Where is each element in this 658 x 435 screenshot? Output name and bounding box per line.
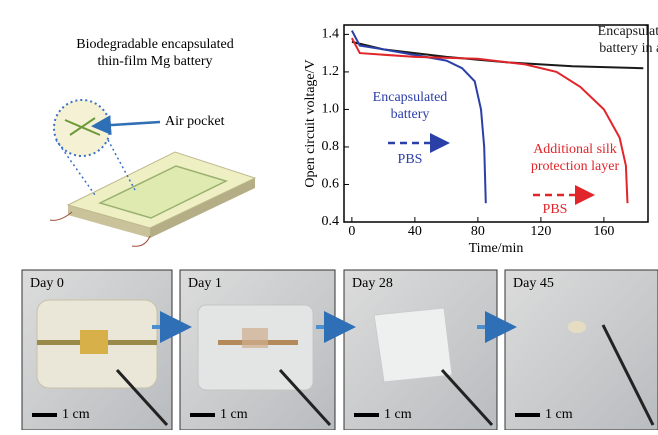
sample — [568, 321, 586, 333]
annotation: protection layer — [531, 159, 620, 174]
annotation: battery in air — [599, 41, 658, 56]
annotation: Additional silk — [533, 142, 617, 157]
callout-label: Air pocket — [165, 114, 225, 129]
y-tick-label: 0.8 — [322, 139, 340, 154]
sample — [373, 307, 453, 383]
electrode — [80, 330, 108, 354]
chart: 0.4 0.6 0.8 1.0 1.2 1.4 0 40 80 120 160 Time/min Ope… — [303, 24, 658, 256]
annotation: PBS — [398, 152, 423, 167]
photo — [504, 269, 658, 431]
scale-label: 1 cm — [62, 407, 90, 422]
y-tick-label: 0.4 — [322, 214, 340, 229]
y-tick-label: 0.6 — [322, 177, 340, 192]
annotation: Encapsulated — [598, 24, 658, 39]
schematic-title: Biodegradable encapsulated — [76, 37, 233, 52]
photo-label: Day 28 — [352, 276, 393, 291]
plot-frame — [343, 24, 649, 223]
callout-arrow — [91, 115, 161, 136]
x-tick-label: 0 — [348, 224, 355, 239]
schematic-title: thin-film Mg battery — [97, 54, 212, 69]
photo-label: Day 1 — [188, 276, 222, 291]
data-line — [351, 30, 487, 204]
y-axis-label: Open circuit voltage/V — [303, 59, 318, 187]
wire — [49, 211, 151, 247]
y-tick-label: 1.4 — [322, 27, 340, 42]
x-tick-label: 120 — [530, 224, 551, 239]
scale-label: 1 cm — [545, 407, 573, 422]
schematic: Biodegradable encapsulated thin-film Mg … — [49, 37, 257, 247]
tweezers — [601, 324, 655, 426]
tweezers — [278, 368, 332, 427]
tweezers — [115, 368, 169, 427]
photo-row: Day 0 1 cm Day 1 1 cm Day 28 1 cm Day 45 1 cm — [21, 269, 658, 431]
y-tick-label: 1.2 — [322, 64, 340, 79]
scale-label: 1 cm — [220, 407, 248, 422]
x-tick-label: 80 — [471, 224, 485, 239]
data-line — [351, 37, 629, 204]
annotation: PBS — [543, 202, 568, 217]
annotation: battery — [391, 107, 430, 122]
photo-label: Day 0 — [30, 276, 64, 291]
scale-label: 1 cm — [384, 407, 412, 422]
electrode — [242, 328, 268, 348]
annotation: Encapsulated — [373, 90, 448, 105]
photo-label: Day 45 — [513, 276, 554, 291]
zoom-line — [55, 139, 136, 196]
x-tick-label: 160 — [593, 224, 614, 239]
x-tick-label: 40 — [408, 224, 422, 239]
tweezers — [440, 368, 494, 427]
battery-side — [150, 178, 255, 238]
battery-cell — [97, 165, 229, 219]
x-axis-label: Time/min — [469, 241, 524, 256]
y-tick-label: 1.0 — [322, 102, 340, 117]
